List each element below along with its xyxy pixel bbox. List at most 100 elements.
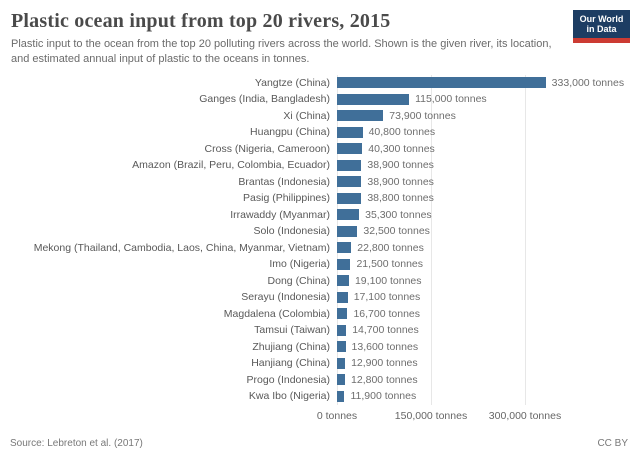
- value-label: 14,700 tonnes: [352, 324, 419, 337]
- bar-area: 21,500 tonnes: [337, 258, 638, 270]
- bar-area: 17,100 tonnes: [337, 291, 638, 303]
- value-label: 38,900 tonnes: [367, 159, 434, 172]
- owid-logo-line-2: in Data: [586, 24, 617, 34]
- bar-area: 19,100 tonnes: [337, 275, 638, 287]
- bar-row: Pasig (Philippines) 38,800 tonnes: [0, 190, 638, 207]
- category-label: Yangtze (China): [254, 76, 330, 89]
- bar[interactable]: [337, 176, 362, 188]
- chart-footer: Source: Lebreton et al. (2017) CC BY: [0, 426, 638, 449]
- x-axis-tick-label: 0 tonnes: [316, 409, 358, 422]
- bar-row: Dong (China) 19,100 tonnes: [0, 273, 638, 290]
- bar-row: Ganges (India, Bangladesh) 115,000 tonnes: [0, 91, 638, 108]
- bar-row: Yangtze (China) 333,000 tonnes: [0, 75, 638, 92]
- x-axis: 0 tonnes 150,000 tonnes 300,000 tonnes: [0, 410, 638, 426]
- bar-area: 22,800 tonnes: [337, 242, 638, 254]
- x-axis-tick-label: 300,000 tonnes: [488, 409, 562, 422]
- category-label: Imo (Nigeria): [269, 258, 330, 271]
- value-label: 73,900 tonnes: [389, 109, 456, 122]
- page-title: Plastic ocean input from top 20 rivers, …: [11, 10, 391, 32]
- bar[interactable]: [337, 374, 346, 386]
- bar-area: 16,700 tonnes: [337, 308, 638, 320]
- category-label: Hanjiang (China): [251, 357, 330, 370]
- bar-area: 40,800 tonnes: [337, 126, 638, 138]
- bar-area: 38,900 tonnes: [337, 176, 638, 188]
- chart-subtitle: Plastic input to the ocean from the top …: [11, 37, 571, 67]
- category-label: Cross (Nigeria, Cameroon): [204, 142, 330, 155]
- category-label: Pasig (Philippines): [243, 192, 330, 205]
- category-label: Solo (Indonesia): [253, 225, 330, 238]
- chart-header: Plastic ocean input from top 20 rivers, …: [0, 0, 638, 67]
- bar[interactable]: [337, 77, 546, 89]
- bar[interactable]: [337, 324, 347, 336]
- bar[interactable]: [337, 143, 363, 155]
- bar[interactable]: [337, 159, 362, 171]
- bar-row: Progo (Indonesia) 12,800 tonnes: [0, 372, 638, 389]
- owid-logo-line-1: Our World: [579, 13, 624, 24]
- bar-row: Cross (Nigeria, Cameroon) 40,300 tonnes: [0, 141, 638, 158]
- bar-area: 38,900 tonnes: [337, 159, 638, 171]
- category-label: Kwa Ibo (Nigeria): [248, 390, 330, 403]
- bar-chart: Yangtze (China) 333,000 tonnes Ganges (Ind…: [0, 74, 638, 426]
- x-axis-tick-label: 150,000 tonnes: [394, 409, 468, 422]
- value-label: 13,600 tonnes: [351, 340, 419, 353]
- bar[interactable]: [337, 192, 362, 204]
- bar[interactable]: [337, 341, 346, 353]
- bar-row: Mekong (Thailand, Cambodia, Laos, China,…: [0, 240, 638, 257]
- bar[interactable]: [337, 209, 360, 221]
- bar[interactable]: [337, 291, 348, 303]
- value-label: 11,900 tonnes: [350, 390, 417, 403]
- bar-area: 12,900 tonnes: [337, 357, 638, 369]
- owid-logo[interactable]: Our World in Data: [573, 10, 630, 43]
- bar[interactable]: [337, 93, 410, 105]
- value-label: 16,700 tonnes: [353, 307, 421, 320]
- value-label: 38,800 tonnes: [367, 192, 434, 205]
- value-label: 22,800 tonnes: [357, 241, 424, 254]
- bar[interactable]: [337, 275, 349, 287]
- bar-area: 40,300 tonnes: [337, 143, 638, 155]
- bar-row: Tamsui (Taiwan) 14,700 tonnes: [0, 322, 638, 339]
- bar[interactable]: [337, 390, 345, 402]
- bar[interactable]: [337, 126, 363, 138]
- category-label: Brantas (Indonesia): [238, 175, 330, 188]
- bar-row: Amazon (Brazil, Peru, Colombia, Ecuador)…: [0, 157, 638, 174]
- value-label: 32,500 tonnes: [363, 225, 430, 238]
- category-label: Magdalena (Colombia): [223, 307, 330, 320]
- license-link[interactable]: CC BY: [597, 437, 628, 449]
- bar-area: 115,000 tonnes: [337, 93, 638, 105]
- category-label: Irrawaddy (Myanmar): [230, 208, 330, 221]
- value-label: 333,000 tonnes: [551, 76, 625, 89]
- source-note: Source: Lebreton et al. (2017): [10, 437, 143, 449]
- value-label: 40,800 tonnes: [368, 126, 436, 139]
- bar-row: Irrawaddy (Myanmar) 35,300 tonnes: [0, 207, 638, 224]
- bar-area: 38,800 tonnes: [337, 192, 638, 204]
- category-label: Tamsui (Taiwan): [254, 324, 330, 337]
- bar-area: 13,600 tonnes: [337, 341, 638, 353]
- value-label: 40,300 tonnes: [368, 142, 435, 155]
- bar-rows: Yangtze (China) 333,000 tonnes Ganges (Ind…: [0, 75, 638, 405]
- subtitle-line-2: and estimated annual input of plastic to…: [11, 52, 310, 65]
- gridlines-layer: [0, 74, 638, 405]
- bar[interactable]: [337, 258, 351, 270]
- category-label: Dong (China): [267, 274, 330, 287]
- bar-area: 35,300 tonnes: [337, 209, 638, 221]
- bar-row: Kwa Ibo (Nigeria) 11,900 tonnes: [0, 388, 638, 405]
- category-label: Serayu (Indonesia): [241, 291, 330, 304]
- bar-row: Brantas (Indonesia) 38,900 tonnes: [0, 174, 638, 191]
- gridline: [525, 74, 526, 405]
- bar-row: Serayu (Indonesia) 17,100 tonnes: [0, 289, 638, 306]
- bar[interactable]: [337, 110, 384, 122]
- value-label: 38,900 tonnes: [367, 175, 434, 188]
- bar-row: Solo (Indonesia) 32,500 tonnes: [0, 223, 638, 240]
- bar[interactable]: [337, 225, 358, 237]
- value-label: 12,800 tonnes: [351, 373, 418, 386]
- bar-row: Magdalena (Colombia) 16,700 tonnes: [0, 306, 638, 323]
- bar[interactable]: [337, 357, 346, 369]
- bar-row: Xi (China) 73,900 tonnes: [0, 108, 638, 125]
- bar-area: 11,900 tonnes: [337, 390, 638, 402]
- bar-row: Imo (Nigeria) 21,500 tonnes: [0, 256, 638, 273]
- bar[interactable]: [337, 308, 348, 320]
- bar[interactable]: [337, 242, 352, 254]
- category-label: Huangpu (China): [250, 126, 330, 139]
- category-label: Zhujiang (China): [252, 340, 330, 353]
